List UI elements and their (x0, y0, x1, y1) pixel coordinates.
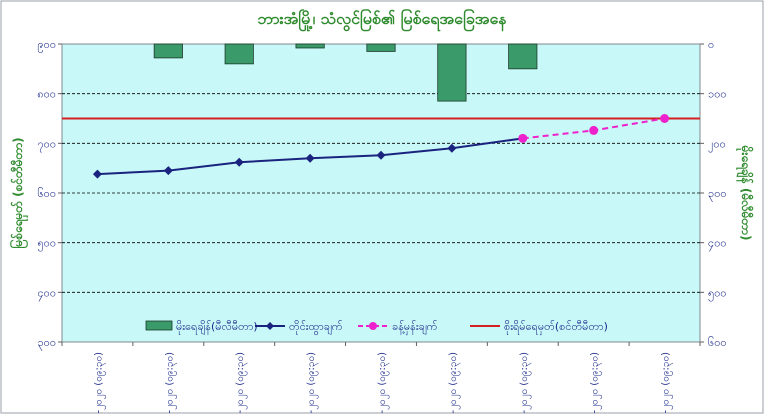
legend-forecast-marker (369, 322, 377, 330)
y2-axis-label: မိုးရေချိန် (မီလီမီတာ) (735, 145, 755, 241)
y2-tick-label: ၅၀၀ (708, 286, 727, 301)
y2-tick-label: ၆၀၀ (708, 336, 727, 349)
legend-label: တိုင်းထွာချက် (289, 320, 343, 335)
x-tick-label: ၂-၃-၂၀၂၀ (၀၉:၃၀) (306, 352, 319, 414)
legend-label: စိုးရိမ်ရေမှတ်(စင်တီမီတာ) (504, 320, 608, 335)
observed-point (376, 150, 386, 160)
x-tick-label: ၃-၃-၂၀၂၀ (၀၉:၃၀) (377, 352, 390, 414)
y2-tick-label: ၃၀၀ (708, 187, 727, 202)
rainfall-bar (153, 43, 183, 59)
observed-point (305, 153, 315, 163)
forecast-point (589, 125, 599, 135)
x-tick-label: ၂၉-၂-၂၀၂၀ (၀၉:၃၀) (164, 352, 177, 414)
y-tick-label: ၉၀၀ (37, 38, 56, 53)
x-tick-label: ၂၈-၂-၂၀၂၀ (၀၉:၃၀) (93, 352, 106, 414)
legend-label: မိုးရေချိန်(မီလီမီတာ) (176, 320, 258, 335)
rainfall-bar (437, 43, 467, 102)
x-tick-label: ၄-၃-၂၀၂၀ (၀၉:၃၀) (448, 352, 461, 414)
y-tick-label: ၇၀၀ (37, 137, 56, 152)
observed-point (234, 157, 244, 167)
y2-tick-label: ၄၀၀ (708, 237, 727, 252)
y-tick-label: ၄၀၀ (37, 286, 56, 301)
x-tick-label: ၇-၃-၂၀၂၀ (၀၉:၃၀) (661, 352, 674, 414)
legend-observed-marker (266, 322, 274, 330)
observed-point (447, 143, 457, 153)
legend: မိုးရေချိန်(မီလီမီတာ) တိုင်းထွာချက် ခန့်မှ… (145, 320, 608, 335)
x-tick-label: ၅-၃-၂၀၂၀ (၀၉:၃၀) (519, 352, 532, 414)
forecast-point (660, 114, 670, 123)
observed-point (163, 166, 173, 176)
y2-tick-label: ၂၀၀ (708, 137, 726, 152)
y-tick-label: ၅၀၀ (37, 237, 56, 252)
rainfall-bar (224, 43, 254, 65)
rainfall-bar (295, 43, 325, 49)
rainfall-bar (366, 43, 396, 52)
legend-rainfall-swatch (145, 320, 173, 331)
x-tick-label: ၆-၃-၂၀၂၀ (၀၉:၃၀) (588, 352, 603, 414)
y2-tick-label: ၀ (708, 38, 714, 51)
rainfall-bar (508, 43, 538, 70)
observed-point (92, 169, 102, 179)
y-tick-label: ၈၀၀ (37, 88, 56, 101)
y-axis-label: မြစ်ရေမှတ် (စင်တီမီတာ) (8, 137, 29, 248)
legend-label: ခန့်မှန်းချက် (392, 320, 438, 335)
y-tick-label: ၃၀၀ (37, 336, 56, 351)
y-tick-label: ၆၀၀ (37, 187, 56, 200)
forecast-point (518, 133, 528, 143)
y2-tick-label: ၁၀၀ (708, 88, 727, 101)
x-tick-label: ၁-၃-၂၀၂၀ (၀၉:၃၀) (235, 352, 248, 414)
